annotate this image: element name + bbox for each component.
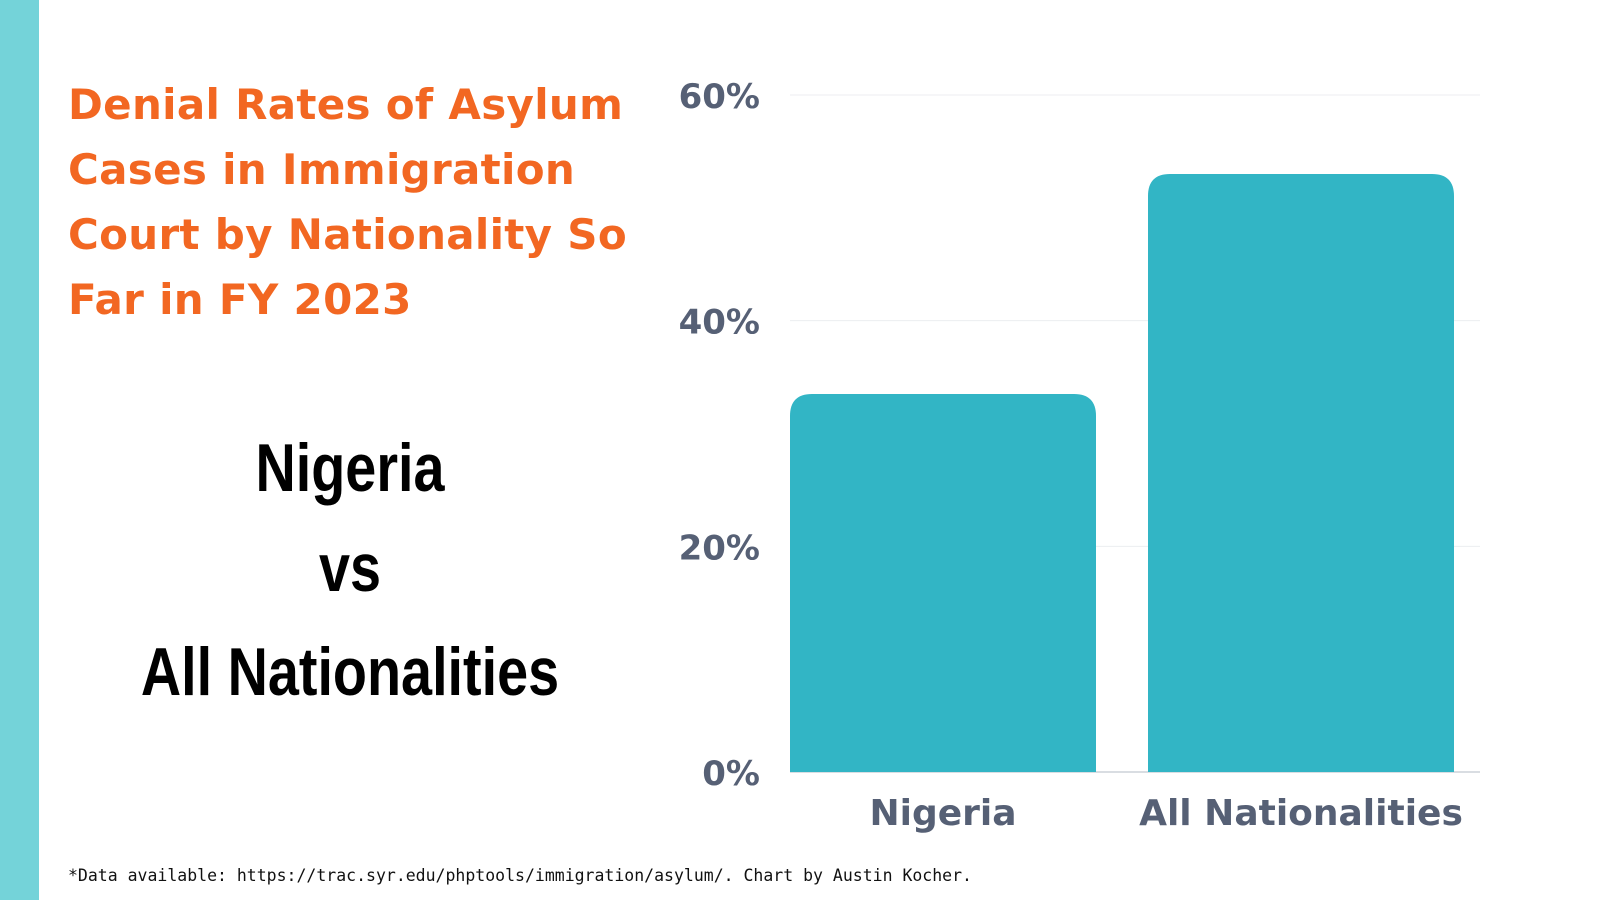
y-tick-label: 0% — [702, 754, 760, 794]
y-tick-label: 60% — [679, 77, 760, 117]
source-footnote: *Data available: https://trac.syr.edu/ph… — [68, 866, 972, 885]
comparison-line-nigeria: Nigeria — [255, 430, 445, 506]
y-tick-label: 40% — [679, 303, 760, 343]
bar-chart: 0% 20% 40% 60% Nigeria All Nationalities — [679, 77, 1480, 834]
comparison-line-all-nationalities: All Nationalities — [140, 634, 560, 710]
comparison-line-vs: vs — [318, 530, 382, 606]
bar-nigeria — [790, 394, 1096, 772]
page-title: Denial Rates of Asylum Cases in Immigrat… — [68, 80, 627, 324]
y-tick-label: 20% — [679, 528, 760, 568]
side-accent-stripe — [0, 0, 39, 900]
bar-all-nationalities — [1148, 173, 1454, 772]
x-tick-label: Nigeria — [869, 793, 1016, 834]
x-tick-label: All Nationalities — [1139, 793, 1463, 834]
